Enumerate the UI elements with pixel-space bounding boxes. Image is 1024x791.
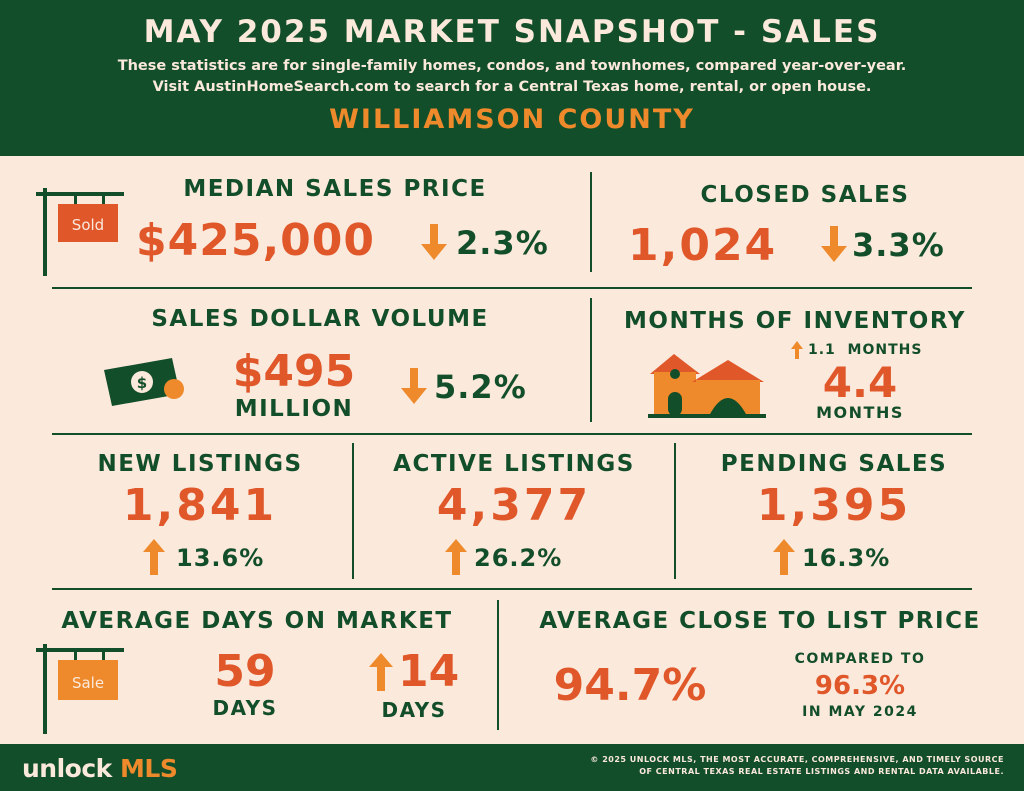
footer-bar: unlock MLS © 2025 UNLOCK MLS, THE MOST A… [0, 744, 1024, 791]
months-of-inventory-unit: MONTHS [816, 403, 904, 422]
avg-close-to-list-value: 94.7% [553, 660, 707, 711]
pending-sales-label: PENDING SALES [720, 451, 948, 477]
divider [52, 588, 972, 590]
new-listings-value: 1,841 [122, 480, 278, 531]
divider [52, 287, 972, 289]
money-icon: $ [104, 358, 184, 406]
unlock-mls-logo[interactable]: unlock MLS [22, 754, 178, 783]
avg-days-on-market-change-unit: DAYS [381, 698, 447, 722]
compared-to-value: 96.3% [814, 671, 906, 701]
avg-days-on-market-value: 59 [214, 646, 276, 697]
new-listings-label: NEW LISTINGS [97, 451, 303, 477]
avg-days-on-market-change: 14 [398, 646, 460, 697]
months-of-inventory-value: 4.4 [822, 358, 898, 407]
avg-days-on-market-label: AVERAGE DAYS ON MARKET [61, 608, 453, 634]
page-title: MAY 2025 MARKET SNAPSHOT - SALES [143, 14, 881, 50]
arrow-down-icon [821, 226, 847, 262]
median-sales-price-change: 2.3% [456, 224, 549, 262]
pending-sales-change: 16.3% [802, 544, 891, 572]
arrow-up-icon [143, 539, 165, 575]
divider [497, 600, 499, 730]
logo-word: unlock [22, 754, 112, 783]
active-listings-change: 26.2% [474, 544, 563, 572]
house-icon [648, 354, 766, 418]
arrow-down-icon [421, 224, 447, 260]
active-listings-label: ACTIVE LISTINGS [393, 451, 635, 477]
closed-sales-change: 3.3% [852, 226, 945, 264]
arrow-up-icon [369, 653, 393, 691]
median-sales-price-label: MEDIAN SALES PRICE [183, 176, 487, 202]
avg-days-on-market-unit: DAYS [212, 696, 278, 720]
months-of-inventory-label: MONTHS OF INVENTORY [624, 308, 966, 334]
sales-dollar-volume-value: $495 [232, 346, 356, 397]
active-listings-value: 4,377 [436, 480, 592, 531]
divider [590, 298, 592, 422]
divider [590, 172, 592, 272]
logo-accent: MLS [120, 754, 178, 783]
closed-sales-value: 1,024 [628, 220, 778, 271]
sales-dollar-volume-label: SALES DOLLAR VOLUME [151, 306, 489, 332]
divider [52, 433, 972, 435]
sold-sign-label: Sold [71, 216, 105, 234]
sold-sign-icon [36, 188, 124, 276]
svg-text:$: $ [137, 374, 147, 392]
arrow-up-icon [791, 341, 803, 359]
subtitle-line-1: These statistics are for single-family h… [117, 58, 907, 74]
arrow-up-icon [773, 539, 795, 575]
closed-sales-label: CLOSED SALES [700, 182, 910, 208]
new-listings-change: 13.6% [176, 544, 265, 572]
avg-close-to-list-label: AVERAGE CLOSE TO LIST PRICE [539, 608, 981, 634]
sales-dollar-volume-change: 5.2% [434, 368, 527, 406]
arrow-up-icon [445, 539, 467, 575]
subtitle-line-2: Visit AustinHomeSearch.com to search for… [152, 79, 872, 95]
compared-to-label: COMPARED TO [794, 651, 926, 667]
header-banner: MAY 2025 MARKET SNAPSHOT - SALES These s… [0, 0, 1024, 156]
divider [352, 443, 354, 579]
copyright-line-2: OF CENTRAL TEXAS REAL ESTATE LISTINGS AN… [639, 767, 1004, 776]
county-name: WILLIAMSON COUNTY [329, 104, 695, 135]
median-sales-price-value: $425,000 [136, 215, 376, 266]
sales-dollar-volume-unit: MILLION [234, 396, 354, 422]
divider [674, 443, 676, 579]
copyright-line-1: © 2025 UNLOCK MLS, THE MOST ACCURATE, CO… [590, 755, 1004, 764]
months-of-inventory-change: 1.1 MONTHS [808, 342, 923, 358]
compared-to-period: IN MAY 2024 [802, 704, 918, 720]
arrow-down-icon [401, 368, 427, 404]
sale-sign-icon [36, 644, 124, 734]
copyright-text: © 2025 UNLOCK MLS, THE MOST ACCURATE, CO… [590, 754, 1004, 778]
pending-sales-value: 1,395 [756, 480, 912, 531]
sale-sign-label: Sale [71, 674, 105, 692]
